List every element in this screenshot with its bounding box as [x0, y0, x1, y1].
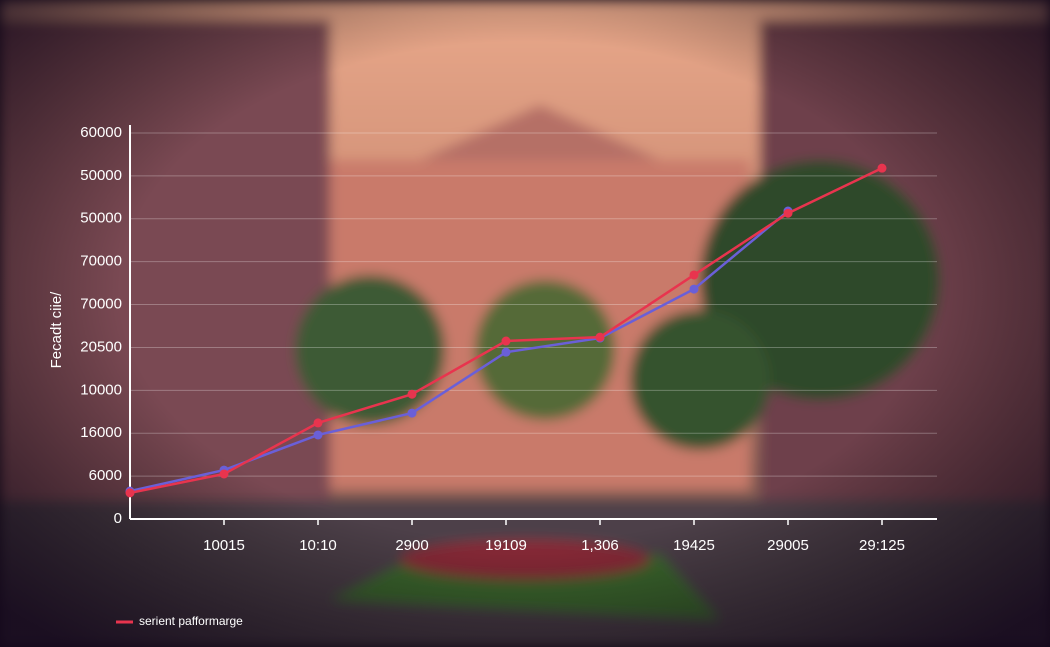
data-point [219, 469, 229, 479]
legend-label: serient pafformarge [139, 614, 243, 628]
data-point [501, 347, 511, 357]
x-tick-label: 29:125 [859, 537, 905, 554]
y-tick-label: 50000 [80, 210, 122, 227]
y-tick-label: 70000 [80, 296, 122, 313]
y-tick-label: 50000 [80, 167, 122, 184]
data-point [501, 336, 511, 346]
data-point [595, 332, 605, 342]
x-tick-label: 19425 [673, 537, 715, 554]
data-point [689, 270, 699, 280]
data-point [125, 488, 135, 498]
x-tick-label: 1,306 [581, 537, 619, 554]
x-tick-label: 10015 [203, 537, 245, 554]
x-tick-label: 10:10 [299, 537, 337, 554]
y-tick-label: 6000 [89, 467, 122, 484]
x-tick-label: 2900 [395, 537, 428, 554]
y-tick-label: 10000 [80, 381, 122, 398]
y-tick-label: 60000 [80, 124, 122, 141]
x-tick-label: 29005 [767, 537, 809, 554]
data-point [783, 208, 793, 218]
data-point [313, 430, 323, 440]
data-point [689, 284, 699, 294]
data-point [407, 408, 417, 418]
y-tick-label: 20500 [80, 338, 122, 355]
x-tick-label: 19109 [485, 537, 527, 554]
data-point [877, 163, 887, 173]
y-tick-label: 16000 [80, 424, 122, 441]
y-axis-label: Fecadt ciie/ [48, 291, 65, 369]
data-point [407, 389, 417, 399]
y-tick-label: 70000 [80, 253, 122, 270]
data-point [313, 418, 323, 428]
y-tick-label: 0 [114, 510, 122, 527]
